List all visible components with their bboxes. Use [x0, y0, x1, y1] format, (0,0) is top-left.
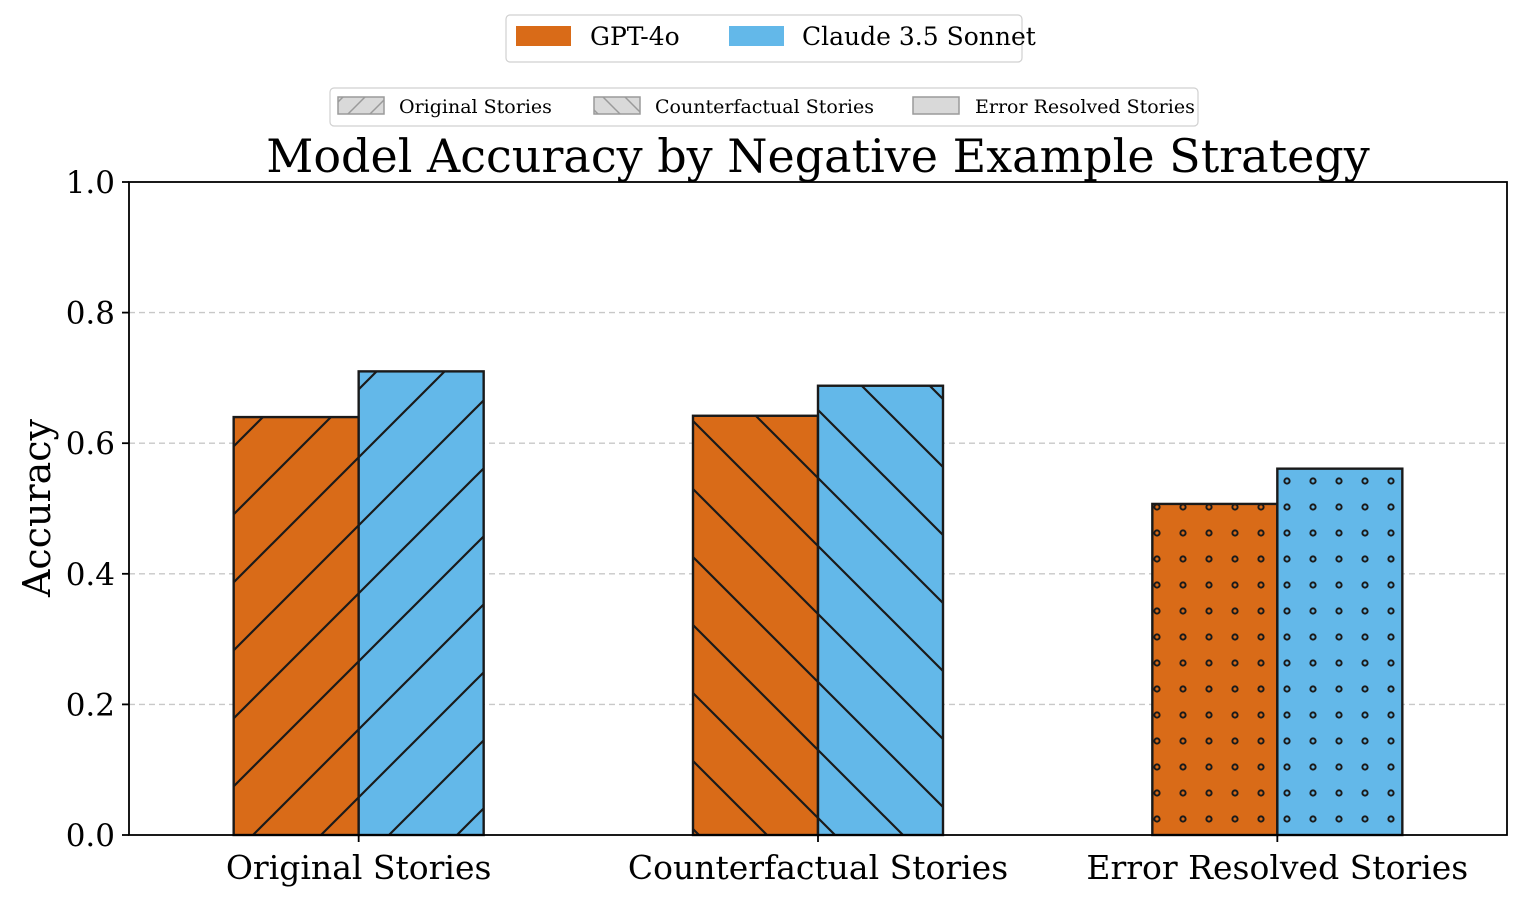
y-axis-label: Accuracy — [15, 418, 59, 598]
original-stories-legend-swatch — [337, 96, 385, 115]
claude-legend-swatch — [729, 26, 784, 46]
original-stories-legend-label: Original Stories — [399, 96, 552, 118]
bar-claude-3-5-sonnet-error-resolved-stories — [1276, 467, 1404, 837]
x-tick-label-original-stories: Original Stories — [226, 848, 492, 887]
y-tick-label: 0.6 — [66, 426, 115, 462]
model-legend: GPT-4o Claude 3.5 Sonnet — [505, 14, 1036, 63]
strategy-legend-frame — [329, 87, 1199, 127]
error-resolved-stories-legend-label: Error Resolved Stories — [975, 96, 1195, 118]
gpt4o-legend-swatch — [516, 26, 571, 46]
strategy-legend: Original Stories Counterfactual Stories … — [329, 87, 1199, 127]
x-tick-label-error-resolved-stories: Error Resolved Stories — [1086, 848, 1468, 887]
counterfactual-stories-legend-swatch — [593, 96, 641, 115]
claude-legend-label: Claude 3.5 Sonnet — [802, 22, 1036, 51]
x-tick-label-counterfactual-stories: Counterfactual Stories — [628, 848, 1008, 887]
x-ticks: Original Stories Counterfactual Stories Er… — [226, 835, 1468, 887]
error-resolved-stories-legend-swatch — [912, 96, 960, 115]
y-tick-label: 0.4 — [66, 557, 115, 593]
gpt4o-legend-label: GPT-4o — [590, 22, 680, 51]
y-ticks: 0.0 0.2 0.4 0.6 0.8 1.0 — [66, 165, 129, 854]
counterfactual-stories-legend-label: Counterfactual Stories — [655, 96, 874, 118]
bar-claude-3-5-sonnet-counterfactual-stories — [816, 384, 945, 837]
bar-gpt-4o-error-resolved-stories — [1151, 502, 1279, 837]
y-tick-label: 0.8 — [66, 296, 115, 332]
bar-gpt-4o-original-stories — [232, 415, 360, 837]
bar-claude-3-5-sonnet-original-stories — [357, 370, 485, 837]
bar-gpt-4o-counterfactual-stories — [691, 414, 820, 837]
y-tick-label: 1.0 — [66, 165, 115, 201]
chart-title: Model Accuracy by Negative Example Strat… — [266, 129, 1370, 183]
bars — [232, 370, 1404, 837]
y-tick-label: 0.2 — [66, 687, 115, 723]
y-tick-label: 0.0 — [66, 818, 115, 854]
